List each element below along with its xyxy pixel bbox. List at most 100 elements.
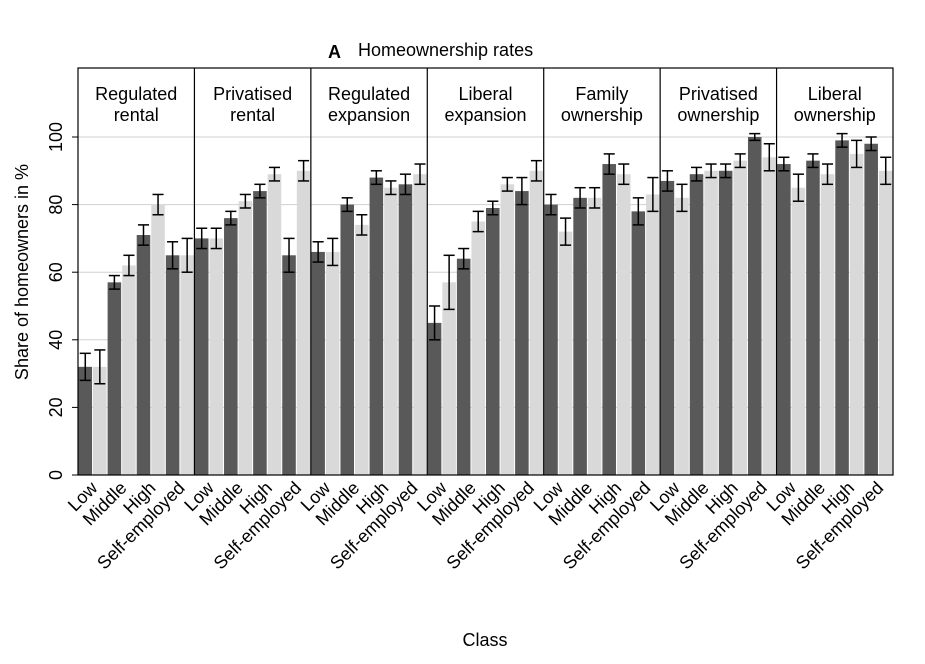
y-tick-label: 0 (46, 470, 66, 480)
bar (660, 180, 675, 475)
error-bar (399, 173, 411, 196)
facet-label: Family (575, 84, 628, 104)
bar (311, 251, 325, 475)
error-bar (458, 247, 470, 270)
bar (456, 258, 471, 475)
bar (224, 218, 238, 475)
error-bar (472, 210, 484, 233)
bar (253, 191, 267, 475)
error-bar (560, 217, 572, 246)
error-bar (123, 254, 135, 277)
error-bar (429, 305, 441, 341)
error-bar (443, 254, 455, 311)
error-bar (225, 210, 237, 226)
facet-label: rental (114, 105, 159, 125)
bar (587, 197, 602, 475)
bar (820, 174, 835, 475)
facet-label: rental (230, 105, 275, 125)
error-bar (632, 197, 644, 226)
bar (704, 170, 718, 476)
error-bar (690, 166, 703, 182)
error-bar (516, 176, 528, 206)
bar (442, 282, 456, 475)
error-bar (341, 197, 353, 213)
bar (122, 265, 136, 475)
bar (500, 184, 515, 475)
error-bar (530, 159, 542, 182)
error-bar (283, 237, 295, 273)
y-tick-label: 20 (46, 397, 66, 417)
error-bar (821, 163, 834, 186)
facet-label: expansion (444, 105, 526, 125)
bar (835, 140, 849, 475)
bar (398, 184, 413, 475)
error-bar (647, 176, 659, 213)
bar (777, 164, 791, 476)
y-axis-label: Share of homeowners in % (12, 164, 32, 380)
error-bar (167, 241, 179, 270)
error-bar (327, 237, 339, 267)
bar (689, 174, 704, 475)
bar (602, 164, 616, 476)
bar (267, 174, 282, 475)
bar (558, 231, 573, 475)
bar (471, 221, 485, 475)
error-bar (487, 200, 499, 216)
facet-label: Liberal (808, 84, 862, 104)
bar (151, 204, 165, 475)
bar (791, 187, 806, 475)
plot-frame (77, 67, 894, 476)
error-bar (734, 153, 746, 169)
error-bar (545, 193, 557, 216)
bar (413, 174, 427, 475)
bar (165, 255, 180, 475)
bar (180, 255, 194, 475)
bar (747, 137, 762, 475)
facet-label: ownership (561, 105, 643, 125)
error-bar (574, 186, 586, 209)
y-tick-label: 40 (46, 330, 66, 350)
error-bar (137, 224, 150, 246)
error-bar (836, 132, 848, 148)
bar (616, 174, 631, 475)
bar (486, 207, 500, 476)
chart-title: Homeownership rates (358, 40, 533, 60)
error-bar (370, 170, 382, 186)
bar (136, 235, 151, 475)
facet-label: Regulated (328, 84, 410, 104)
bar (209, 238, 224, 475)
error-bar (618, 163, 630, 186)
bar (718, 170, 733, 476)
bar (194, 238, 209, 475)
bar (529, 170, 544, 476)
facet-label: ownership (677, 105, 759, 125)
bar (282, 255, 296, 475)
error-bar (661, 170, 673, 192)
facet-label: Privatised (679, 84, 758, 104)
error-bar (676, 183, 688, 213)
error-bar (79, 352, 91, 382)
facet-label: expansion (328, 105, 410, 125)
bar (864, 143, 878, 475)
bar (107, 282, 122, 475)
error-bar (603, 153, 615, 175)
bar (849, 153, 864, 475)
error-bar (181, 237, 193, 273)
error-bar (152, 193, 164, 216)
y-tick-label: 60 (46, 262, 66, 282)
error-bar (763, 143, 775, 172)
error-bar (239, 193, 251, 209)
error-bar (720, 163, 732, 179)
error-bar (94, 349, 106, 385)
bar (427, 322, 442, 475)
error-bar (778, 156, 790, 172)
bar (675, 197, 689, 475)
error-bar (851, 139, 863, 169)
x-axis-label: Class (462, 630, 507, 650)
bar (733, 160, 747, 475)
error-bar (792, 173, 804, 202)
error-bar (298, 159, 310, 182)
facet-label: Regulated (95, 84, 177, 104)
error-bar (196, 227, 208, 250)
